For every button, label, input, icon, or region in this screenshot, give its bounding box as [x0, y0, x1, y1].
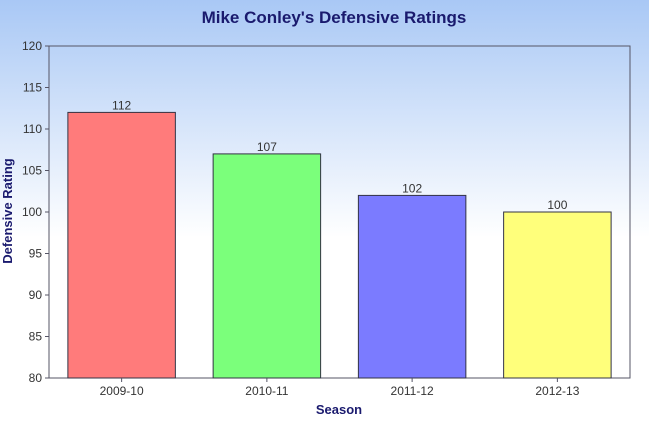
- y-tick-label: 120: [22, 39, 42, 53]
- y-tick-label: 100: [22, 205, 42, 219]
- bar-value-label: 107: [257, 140, 277, 154]
- bar-value-label: 112: [112, 98, 131, 112]
- y-axis-title: Defensive Rating: [0, 158, 15, 264]
- y-tick-label: 115: [23, 81, 42, 95]
- x-tick-label: 2010-11: [245, 384, 288, 398]
- y-tick-label: 105: [22, 164, 42, 178]
- x-axis-title: Season: [316, 402, 362, 417]
- bar-value-label: 102: [402, 181, 422, 195]
- x-tick-label: 2009-10: [100, 384, 144, 398]
- y-tick-label: 80: [29, 371, 43, 385]
- plot-area: 80 85 90 95 100 105 110 115 120 112 2009-10 107 2010…: [22, 39, 631, 398]
- y-tick-label: 110: [23, 122, 42, 136]
- bar-2011-12: [357, 194, 467, 379]
- x-tick-label: 2011-12: [391, 384, 434, 398]
- chart-title: Mike Conley's Defensive Ratings: [202, 8, 467, 27]
- bar-2009-10: [67, 111, 176, 379]
- y-tick-label: 85: [29, 330, 43, 344]
- bar-value-label: 100: [547, 198, 567, 212]
- y-tick-label: 90: [29, 288, 43, 302]
- bar-2012-13: [503, 211, 612, 379]
- y-tick-label: 95: [29, 247, 43, 261]
- bar-2010-11: [212, 153, 322, 379]
- x-tick-label: 2012-13: [535, 384, 579, 398]
